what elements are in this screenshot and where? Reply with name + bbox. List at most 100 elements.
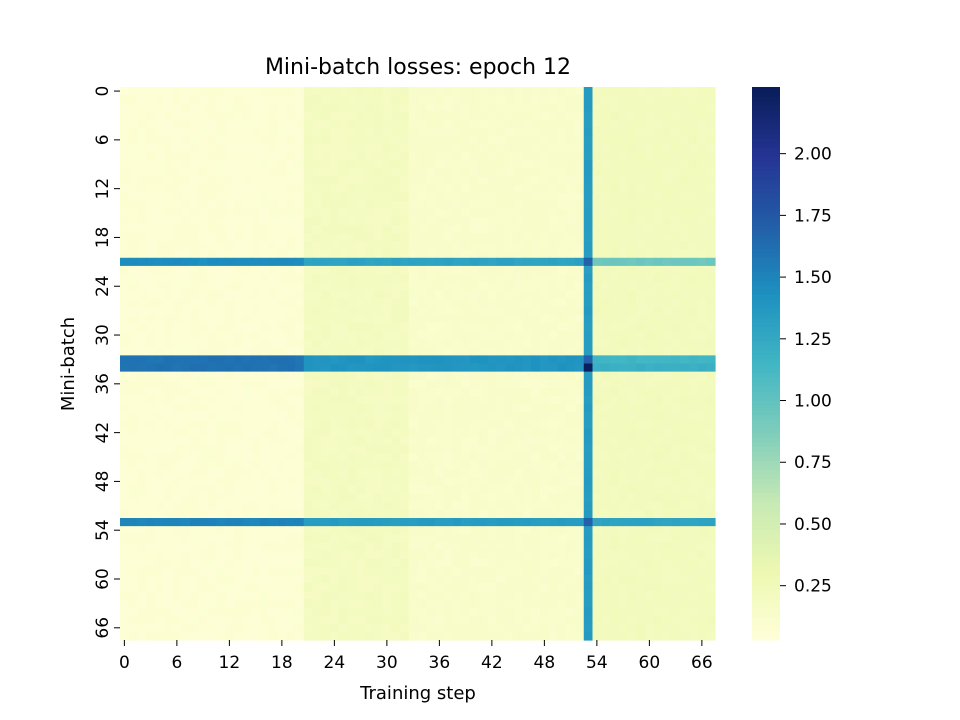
heatmap-cell xyxy=(548,225,559,234)
heatmap-cell xyxy=(531,607,541,617)
heatmap-cell xyxy=(417,396,427,405)
heatmap-cell xyxy=(575,534,585,544)
heatmap-cell xyxy=(391,330,401,340)
heatmap-cell xyxy=(548,599,559,609)
heatmap-cell xyxy=(277,396,287,405)
heatmap-cell xyxy=(198,184,209,194)
heatmap-cell xyxy=(662,103,672,112)
heatmap-cell xyxy=(347,461,357,470)
heatmap-cell xyxy=(216,501,226,511)
heatmap-cell xyxy=(216,160,226,169)
heatmap-cell xyxy=(347,404,357,413)
heatmap-cell xyxy=(365,623,375,633)
heatmap-cell xyxy=(601,225,611,234)
heatmap-cell xyxy=(365,290,375,300)
heatmap-cell xyxy=(391,599,401,609)
heatmap-cell xyxy=(697,363,707,373)
heatmap-cell xyxy=(120,257,130,267)
heatmap-cell xyxy=(251,217,261,226)
heatmap-cell xyxy=(417,322,427,332)
heatmap-cell xyxy=(365,322,375,332)
heatmap-cell xyxy=(128,208,139,218)
heatmap-cell xyxy=(286,412,296,422)
heatmap-cell xyxy=(566,290,576,300)
heatmap-cell xyxy=(268,387,279,397)
heatmap-cell xyxy=(163,176,174,186)
y-tick-label: 48 xyxy=(93,471,113,493)
heatmap-cell xyxy=(522,168,532,178)
heatmap-cell xyxy=(575,452,585,462)
heatmap-cell xyxy=(155,111,165,121)
heatmap-cell xyxy=(391,387,401,397)
heatmap-cell xyxy=(268,249,279,259)
heatmap-cell xyxy=(522,404,532,413)
heatmap-cell xyxy=(382,623,392,633)
heatmap-cell xyxy=(653,558,664,568)
heatmap-cell xyxy=(671,87,681,96)
heatmap-cell xyxy=(583,591,594,600)
heatmap-cell xyxy=(426,509,436,519)
heatmap-cell xyxy=(697,217,707,226)
heatmap-cell xyxy=(216,143,226,153)
heatmap-cell xyxy=(461,282,471,291)
heatmap-cell xyxy=(128,623,139,633)
heatmap-cell xyxy=(181,428,191,438)
heatmap-cell xyxy=(408,274,419,283)
heatmap-cell xyxy=(470,461,480,470)
heatmap-cell xyxy=(548,290,559,300)
heatmap-cell xyxy=(653,290,664,300)
heatmap-cell xyxy=(277,168,287,178)
heatmap-cell xyxy=(190,436,200,446)
heatmap-cell xyxy=(435,87,445,96)
heatmap-cell xyxy=(627,599,637,609)
heatmap-cell xyxy=(653,550,664,560)
heatmap-cell xyxy=(251,168,261,178)
heatmap-cell xyxy=(137,355,147,365)
heatmap-cell xyxy=(540,184,550,194)
heatmap-cell xyxy=(540,249,550,259)
heatmap-cell xyxy=(601,509,611,519)
heatmap-cell xyxy=(636,583,646,592)
heatmap-cell xyxy=(636,542,646,552)
heatmap-cell xyxy=(225,87,235,96)
heatmap-cell xyxy=(286,615,296,625)
heatmap-cell xyxy=(295,444,305,454)
heatmap-cell xyxy=(662,396,672,405)
heatmap-cell xyxy=(470,290,480,300)
heatmap-cell xyxy=(347,200,357,210)
heatmap-cell xyxy=(268,623,279,633)
heatmap-cell xyxy=(198,152,209,161)
heatmap-cell xyxy=(662,534,672,544)
colorbar-segment xyxy=(752,289,780,295)
heatmap-cell xyxy=(540,574,550,584)
heatmap-cell xyxy=(706,363,716,373)
heatmap-cell xyxy=(557,322,567,332)
heatmap-cell xyxy=(496,355,506,365)
heatmap-cell xyxy=(356,493,366,503)
heatmap-cell xyxy=(627,127,637,137)
heatmap-cell xyxy=(286,591,296,600)
heatmap-cell xyxy=(163,103,174,112)
heatmap-cell xyxy=(347,184,357,194)
heatmap-cell xyxy=(540,225,550,234)
heatmap-cell xyxy=(312,208,322,218)
heatmap-cell xyxy=(146,363,156,373)
heatmap-cell xyxy=(207,200,217,210)
heatmap-cell xyxy=(566,111,576,121)
heatmap-cell xyxy=(548,428,559,438)
heatmap-cell xyxy=(697,298,707,308)
heatmap-cell xyxy=(155,347,165,356)
heatmap-cell xyxy=(251,461,261,470)
heatmap-cell xyxy=(645,298,655,308)
heatmap-cell xyxy=(120,542,130,552)
heatmap-cell xyxy=(592,526,602,535)
heatmap-cell xyxy=(443,135,454,145)
heatmap-cell xyxy=(452,160,462,169)
heatmap-cell xyxy=(338,265,349,275)
heatmap-cell xyxy=(557,282,567,291)
heatmap-cell xyxy=(592,387,602,397)
colorbar-segment xyxy=(752,220,780,226)
heatmap-cell xyxy=(373,469,384,478)
heatmap-cell xyxy=(487,290,497,300)
heatmap-cell xyxy=(417,103,427,112)
